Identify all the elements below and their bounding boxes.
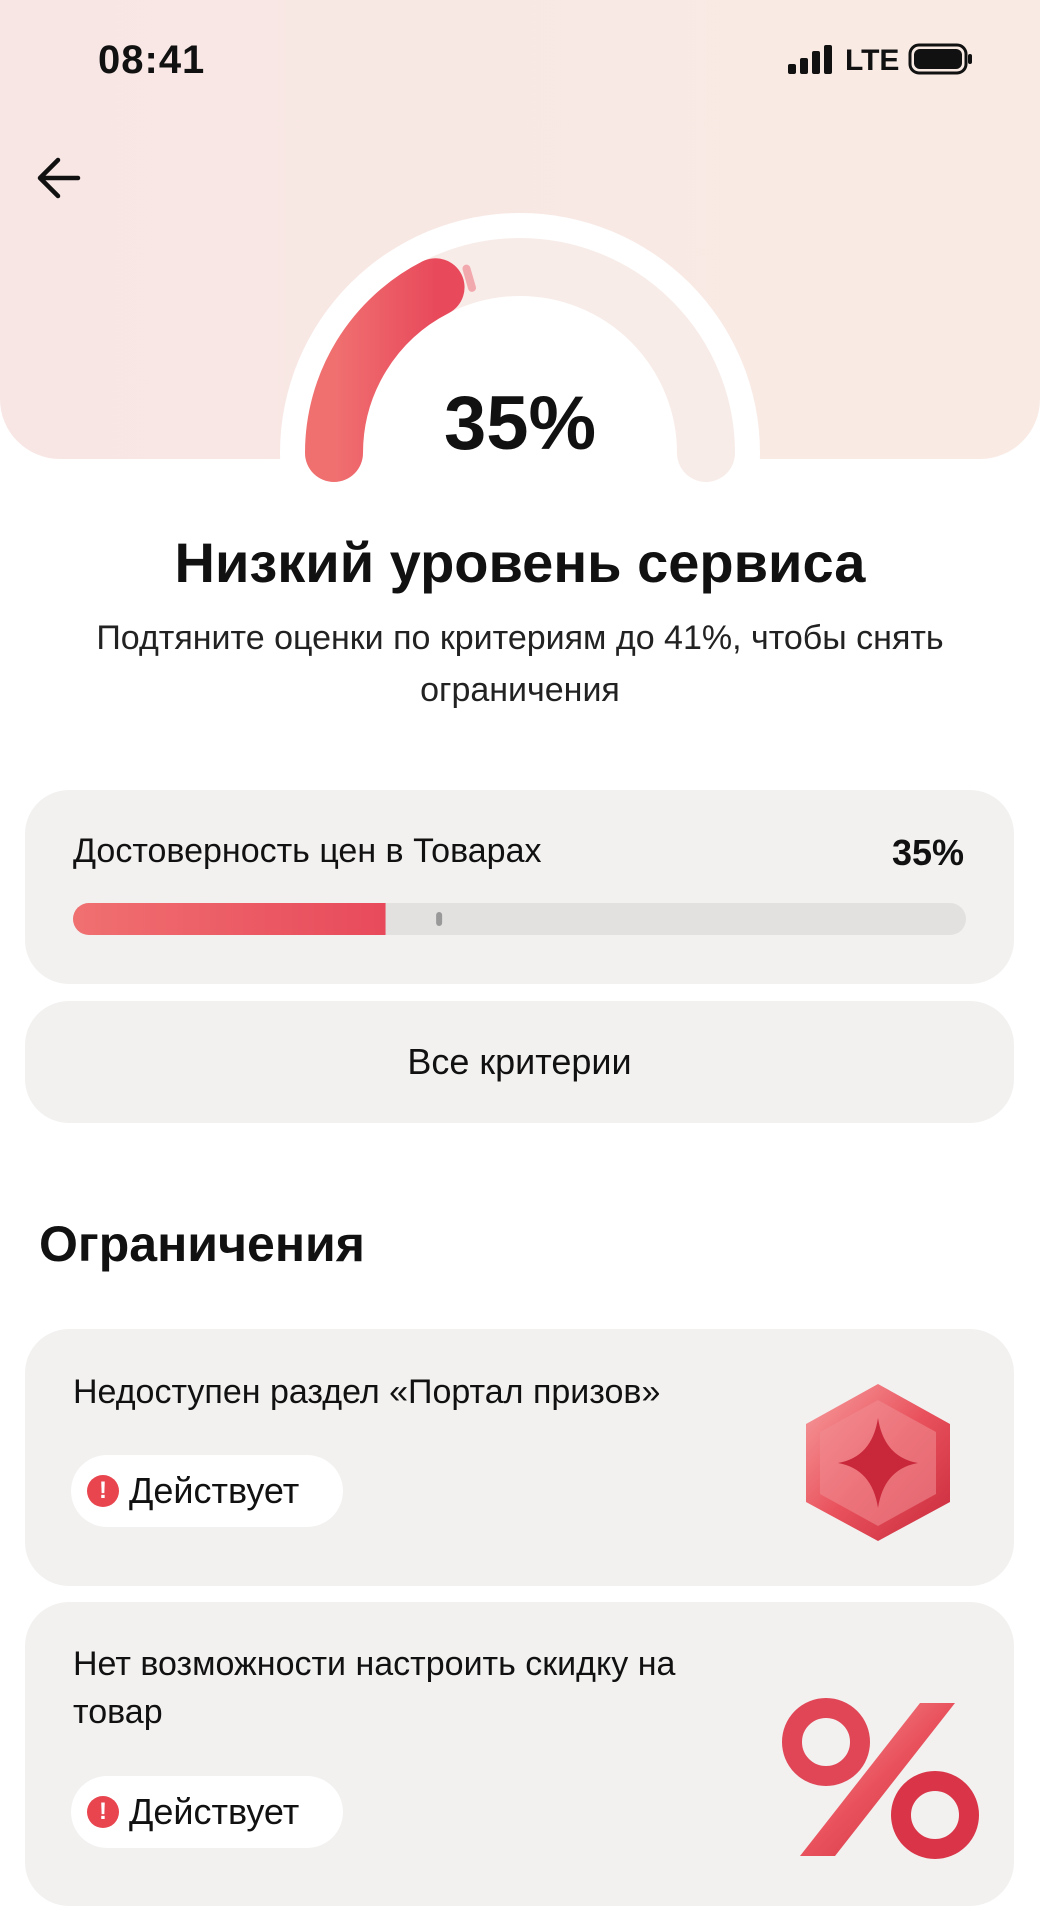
- status-time: 08:41: [98, 38, 206, 82]
- alert-icon: !: [87, 1475, 119, 1507]
- criterion-value: 35%: [891, 832, 964, 873]
- all-criteria-button[interactable]: Все критерии: [25, 1001, 1014, 1123]
- criterion-name: Достоверность цен в Товарах: [73, 832, 542, 870]
- status-pill: ! Действует: [71, 1776, 343, 1848]
- status-network: LTE: [845, 44, 900, 77]
- criterion-bars: [73, 903, 966, 935]
- criterion-card: [25, 790, 1014, 984]
- alert-icon: !: [87, 1796, 119, 1828]
- bar-fill: [73, 903, 386, 935]
- gauge-label: 35%: [443, 381, 597, 466]
- subtitle: Подтяните оценки по критериям до 41%, чт…: [96, 619, 944, 709]
- bar-threshold: [436, 912, 443, 926]
- discount-icon: [782, 1698, 979, 1859]
- status-text: Действует: [129, 1470, 300, 1511]
- gauge: [305, 238, 735, 482]
- restriction-text: Недоступен раздел «Портал призов»: [73, 1373, 661, 1411]
- signal-icon: [788, 45, 832, 74]
- status-text: Действует: [129, 1791, 300, 1832]
- gauge-threshold: [462, 264, 477, 292]
- title: Низкий уровень сервиса: [174, 531, 866, 594]
- prize-icon: [806, 1384, 950, 1541]
- back-button[interactable]: [37, 157, 81, 199]
- status-pill: ! Действует: [71, 1455, 343, 1527]
- battery-icon: [908, 43, 972, 75]
- gauge-fill: [305, 258, 465, 482]
- section-title: Ограничения: [39, 1216, 365, 1272]
- restriction-text: Нет возможности настроить скидку на това…: [73, 1645, 676, 1731]
